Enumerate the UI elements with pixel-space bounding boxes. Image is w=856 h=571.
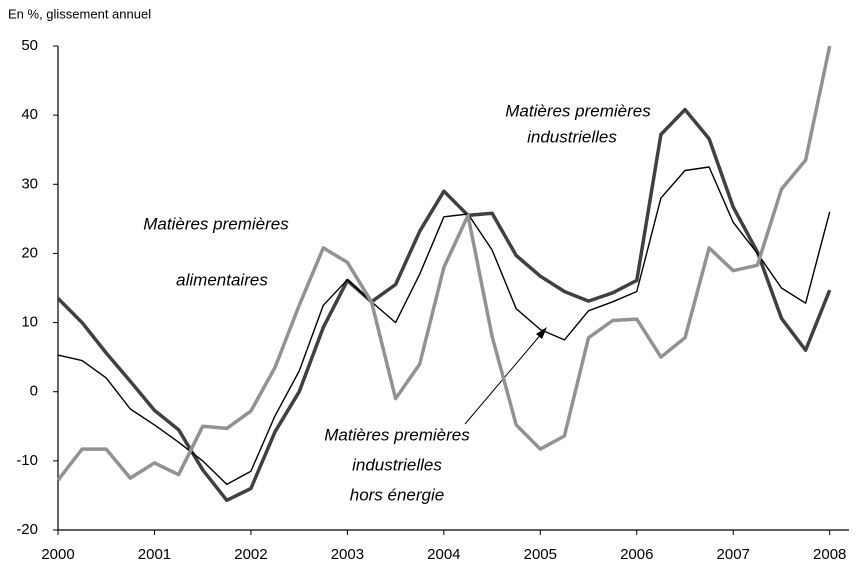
x-tick-label: 2000: [41, 546, 74, 563]
x-tick-label: 2006: [620, 546, 653, 563]
series-line: [56, 107, 832, 503]
y-tick-label: 40: [21, 106, 38, 123]
annotation: industrielles: [527, 127, 617, 146]
y-tick-label: 50: [21, 37, 38, 54]
y-tick-label: -10: [16, 452, 38, 469]
y-tick-label: 10: [21, 314, 38, 331]
y-tick-label: 30: [21, 175, 38, 192]
annotation: industrielles: [352, 455, 442, 474]
series-line: [57, 166, 831, 486]
annotation: hors énergie: [350, 485, 445, 504]
series-line: [56, 45, 832, 482]
x-tick-label: 2003: [331, 546, 364, 563]
x-tick-label: 2008: [813, 546, 846, 563]
y-tick-label: 0: [30, 383, 38, 400]
x-tick-label: 2007: [717, 546, 750, 563]
y-tick-label: 20: [21, 244, 38, 261]
annotation: Matières premières: [143, 214, 289, 233]
annotation: alimentaires: [176, 270, 268, 289]
x-tick-label: 2002: [234, 546, 267, 563]
axis-label: En %, glissement annuel: [8, 6, 151, 21]
y-tick-label: -20: [16, 521, 38, 538]
x-tick-label: 2005: [524, 546, 557, 563]
x-tick-label: 2004: [427, 546, 460, 563]
x-tick-label: 2001: [138, 546, 171, 563]
annotation: Matières premières: [324, 425, 470, 444]
annotation: Matières premières: [505, 101, 651, 120]
arrow-head: [536, 327, 547, 339]
